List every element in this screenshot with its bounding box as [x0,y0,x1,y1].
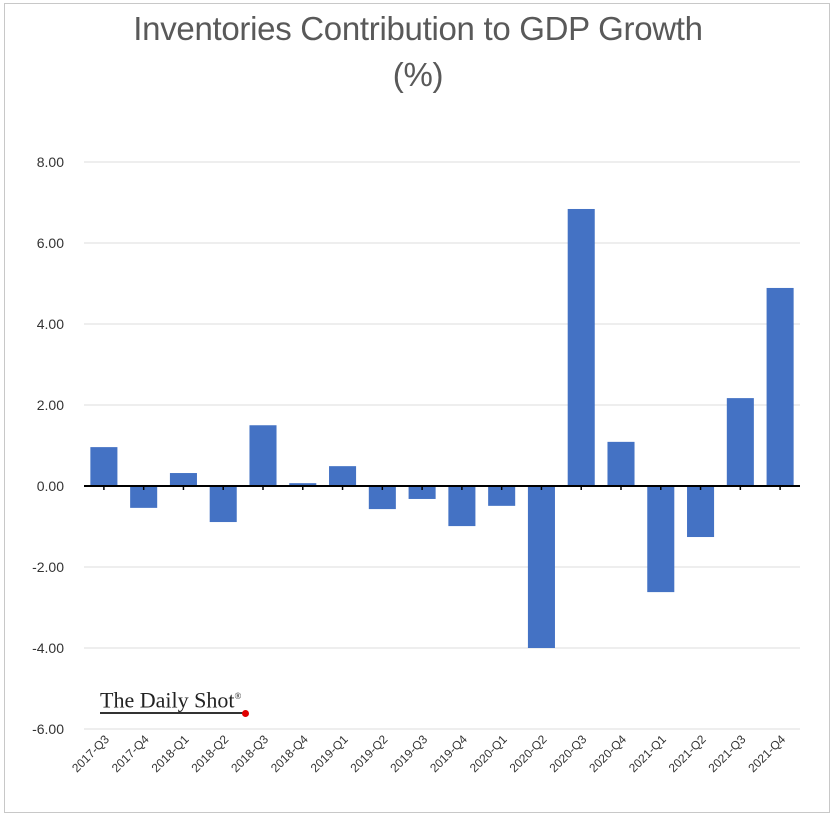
y-tick-label: 8.00 [37,154,64,170]
y-tick-label: 0.00 [37,478,64,494]
logo-text: The Daily Shot [100,687,235,713]
bar-2018-Q1 [169,473,197,486]
y-tick-label: 6.00 [37,235,64,251]
logo-red-dot [242,710,250,718]
y-tick-label: -6.00 [32,721,64,737]
y-tick-label: 4.00 [37,316,64,332]
zero-axis [84,485,800,490]
chart-title-line1: Inventories Contribution to GDP Growth [133,10,703,47]
bar-2019-Q1 [329,466,357,486]
x-tick-label: 2018-Q2 [188,732,231,775]
x-tick-label: 2019-Q1 [308,732,351,775]
bar-2020-Q2 [527,486,555,648]
gridlines [84,161,800,730]
x-tick-label: 2019-Q3 [387,732,430,775]
x-axis-labels: 2017-Q32017-Q42018-Q12018-Q22018-Q32018-… [69,732,788,775]
x-tick-label: 2020-Q1 [467,732,510,775]
bar-2021-Q2 [687,486,715,538]
bar-2021-Q1 [647,486,675,593]
bar-2021-Q3 [726,398,754,486]
bar-2018-Q2 [209,486,237,523]
bar-2021-Q4 [766,287,794,486]
chart-title: Inventories Contribution to GDP Growth (… [0,6,836,98]
bar-2018-Q3 [249,425,277,486]
x-tick-label: 2019-Q4 [427,732,470,775]
bar-2017-Q4 [130,486,158,508]
x-tick-label: 2018-Q3 [228,732,271,775]
logo-registered-mark: ® [234,691,242,701]
x-tick-label: 2020-Q2 [507,732,550,775]
y-tick-label: -2.00 [32,559,64,575]
bars [90,208,794,648]
bar-2020-Q4 [607,441,635,486]
bar-2020-Q3 [567,208,595,487]
x-tick-label: 2021-Q1 [626,732,669,775]
x-tick-label: 2020-Q3 [546,732,589,775]
bar-2019-Q4 [448,486,476,527]
bar-2019-Q2 [368,486,396,510]
x-tick-label: 2021-Q3 [706,732,749,775]
x-tick-label: 2017-Q3 [69,732,112,775]
chart-title-line2: (%) [392,56,444,93]
daily-shot-logo: The Daily Shot® [100,684,250,718]
x-tick-label: 2018-Q1 [149,732,192,775]
bar-2019-Q3 [408,486,436,499]
x-tick-label: 2021-Q2 [666,732,709,775]
bar-2018-Q4 [289,483,317,486]
x-tick-label: 2017-Q4 [109,732,152,775]
bar-2020-Q1 [488,486,516,506]
y-tick-label: -4.00 [32,640,64,656]
x-tick-label: 2021-Q4 [745,732,788,775]
y-axis-ticks: 8.00 6.00 4.00 2.00 0.00 -2.00 -4.00 -6.00 [32,154,64,737]
x-tick-label: 2018-Q4 [268,732,311,775]
x-tick-label: 2019-Q2 [348,732,391,775]
x-tick-label: 2020-Q4 [586,732,629,775]
bar-2017-Q3 [90,447,118,486]
y-tick-label: 2.00 [37,397,64,413]
chart-frame [4,3,830,813]
